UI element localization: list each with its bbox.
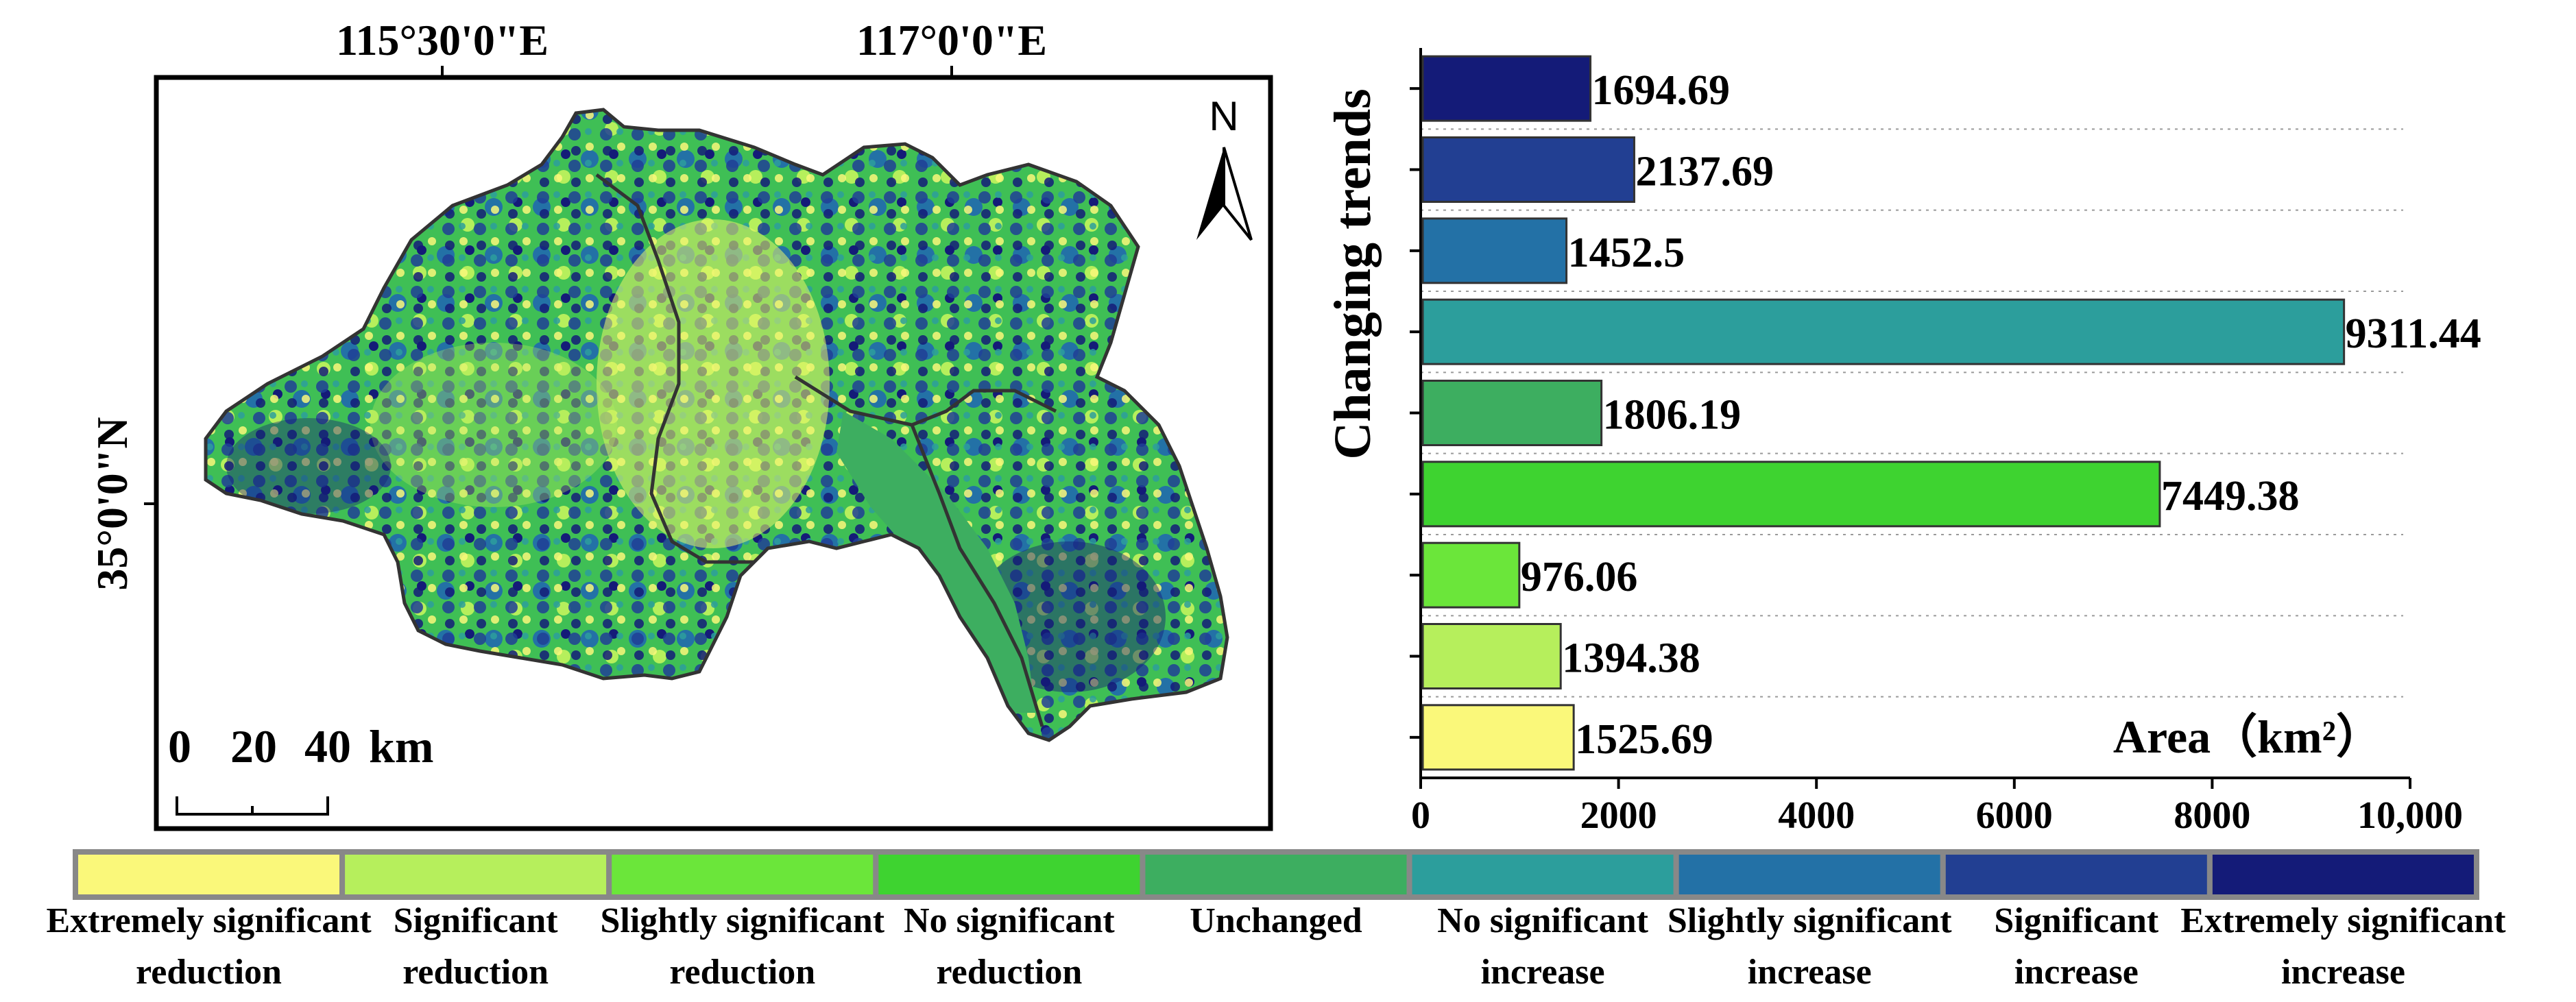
legend-label-line2: increase [2281,953,2405,992]
bar-labels: 1694.69 2137.69 1452.5 9311.44 1806.19 7449.3… [1521,67,2481,763]
legend-label-line1: Extremely significant [46,901,372,940]
x-tick-label: 10,000 [2357,794,2463,837]
legend-label-line2: increase [2014,953,2139,992]
legend: Extremely significant reduction Significan… [46,849,2506,992]
legend-label-line2: reduction [669,953,815,992]
scale-unit: km [369,720,433,772]
scale-label-0: 0 [168,720,191,772]
bar [1421,461,2161,528]
latitude-label: 35°0'0"N [88,417,136,590]
bar [1421,217,1568,284]
x-tick-label: 4000 [1778,794,1855,837]
bar-value-label: 9311.44 [2346,310,2481,357]
legend-swatch [2206,849,2480,900]
x-ticks: 0 2000 4000 6000 8000 10,000 [1411,778,2463,837]
bar [1421,541,1521,609]
bars [1421,55,2346,771]
legend-label-line1: Slightly significant [1668,901,1952,940]
legend-swatch [873,849,1146,900]
bar [1421,55,1592,122]
legend-swatch [1940,849,2213,900]
legend-label-line2: reduction [402,953,549,992]
bar-value-label: 1694.69 [1592,67,1731,114]
legend-label-line2: reduction [136,953,282,992]
bar [1421,136,1635,203]
legend-swatch [1406,849,1679,900]
bar [1421,704,1575,771]
legend-label-line1: Significant [1994,901,2158,940]
legend-label-line1: Slightly significant [600,901,884,940]
legend-swatch [339,849,612,900]
scale-label-20: 20 [230,720,277,772]
north-arrow-label: N [1209,93,1238,139]
county-boundaries [595,173,1057,727]
scale-label-40: 40 [304,720,351,772]
study-area-outline [204,108,1229,742]
bar [1421,298,2346,365]
north-arrow: N [1196,93,1253,241]
x-tick-label: 8000 [2174,794,2250,837]
bar-value-label: 1452.5 [1568,230,1685,276]
bar-value-label: 976.06 [1521,554,1638,600]
legend-label-line1: No significant [904,901,1115,940]
bar [1421,380,1603,446]
legend-label-line1: Unchanged [1190,901,1362,940]
longitude-label-2: 117°0'0"E [856,16,1047,64]
bar-value-label: 1394.38 [1562,635,1700,682]
bar-chart: Changing trends 0 2000 4000 6000 8000 10,000 … [1324,48,2481,837]
y-ticks [1410,87,1421,739]
scale-bar: 0 20 40 km [168,720,433,816]
x-tick-label: 2000 [1580,794,1657,837]
legend-label-line2: increase [1481,953,1605,992]
bar-value-label: 7449.38 [2161,473,2300,520]
legend-label-line1: Significant [394,901,558,940]
y-axis-title: Changing trends [1324,88,1382,459]
bar-value-label: 2137.69 [1635,149,1774,195]
legend-swatch [1673,849,1946,900]
bar-value-label: 1806.19 [1603,392,1742,439]
x-tick-label: 6000 [1976,794,2053,837]
bar-value-label: 1525.69 [1575,716,1713,763]
legend-label-line2: increase [1748,953,1872,992]
legend-swatch [1140,849,1412,900]
legend-label-line2: reduction [936,953,1082,992]
bar [1421,623,1562,689]
legend-swatch [73,849,346,900]
x-axis-title: Area（km²） [2113,711,2383,763]
x-tick-label: 0 [1411,794,1430,837]
legend-label-line1: No significant [1437,901,1648,940]
longitude-label-1: 115°30'0"E [336,16,549,64]
legend-swatch [606,849,879,900]
map-panel: 115°30'0"E 117°0'0"E 35°0'0"N N 0 20 40 [88,16,1273,831]
legend-label-line1: Extremely significant [2180,901,2506,940]
